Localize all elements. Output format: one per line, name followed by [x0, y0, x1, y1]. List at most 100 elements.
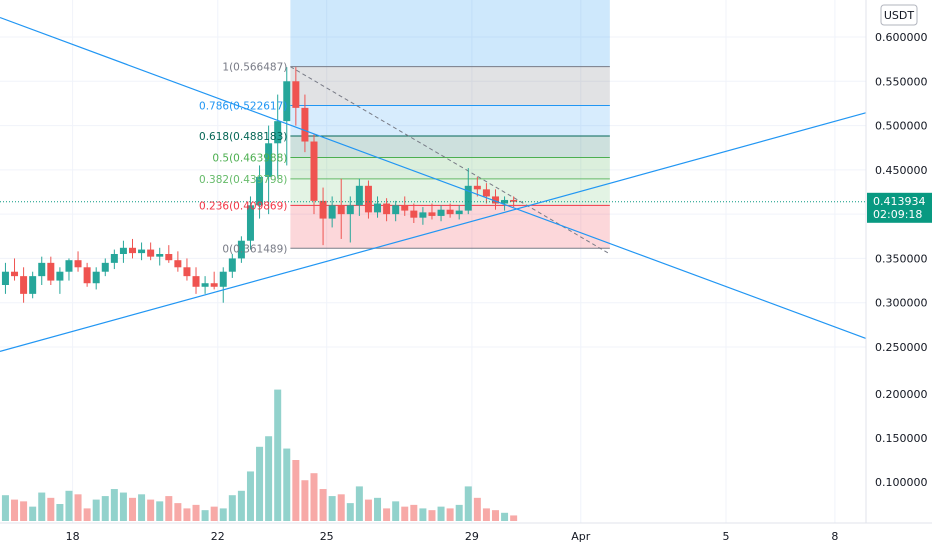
price-tick-label: 0.250000	[875, 341, 928, 354]
volume-bar	[156, 501, 164, 521]
candlesticks	[0, 67, 866, 303]
fib-level-label: 0.382(0.439798)	[199, 174, 287, 186]
candle-body	[101, 262, 109, 272]
price-tick-label: 0.450000	[875, 164, 928, 177]
volume-bar	[38, 492, 46, 521]
candle-body	[219, 271, 227, 287]
volume-bar	[401, 506, 409, 521]
fib-zone	[290, 178, 610, 206]
time-tick-labels: 18 22 25 29 Apr 5 8	[66, 530, 839, 543]
candle-body	[138, 249, 146, 254]
currency-label: USDT	[884, 9, 915, 22]
candle-body	[92, 271, 100, 284]
volume-bar	[174, 503, 182, 521]
candle-body	[210, 283, 218, 287]
price-tick-label: 0.350000	[875, 252, 928, 265]
candle-body	[183, 267, 191, 277]
volume-bar	[92, 499, 100, 521]
candle-body	[246, 205, 254, 241]
candle-body	[74, 260, 82, 268]
fibonacci-labels: 1(0.566487) 0.786(0.522617) 0.618(0.488183…	[199, 62, 287, 256]
volume-bar	[510, 515, 518, 521]
candle-body	[192, 276, 200, 287]
price-tick-label: 0.550000	[875, 75, 928, 88]
candle-body	[464, 185, 472, 211]
candle-body	[165, 254, 173, 261]
fib-level-label: 1(0.566487)	[222, 62, 287, 74]
volume-bars	[1, 389, 518, 521]
fib-level-label: 0.618(0.488183)	[199, 131, 287, 143]
volume-bar	[74, 494, 82, 521]
volume-bar	[20, 501, 28, 521]
volume-bar	[110, 489, 118, 521]
volume-tick-labels: 0.200000 0.150000 0.100000	[875, 388, 928, 489]
candle-body	[392, 205, 400, 215]
volume-bar	[491, 510, 499, 521]
time-tick-label: 5	[723, 530, 730, 543]
volume-bar	[119, 492, 127, 521]
volume-bar	[1, 495, 9, 521]
volume-bar	[464, 486, 472, 521]
time-tick-label: 18	[66, 530, 80, 543]
volume-bar	[237, 490, 245, 521]
volume-bar	[283, 448, 291, 521]
volume-bar	[192, 504, 200, 521]
price-axis[interactable]: USDT 0.600000 0.550000 0.500000 0.450000 0.4…	[865, 0, 932, 523]
fib-zone	[290, 105, 610, 137]
volume-bar	[337, 494, 345, 521]
candle-body	[1, 271, 9, 285]
candle-body	[437, 209, 445, 216]
volume-bar	[265, 436, 273, 521]
trendlines[interactable]	[0, 16, 868, 353]
time-tick-label: 29	[465, 530, 479, 543]
price-tick-label: 0.500000	[875, 120, 928, 133]
candle-body	[110, 254, 118, 263]
volume-bar	[128, 497, 136, 521]
volume-bar	[147, 499, 155, 521]
candle-body	[491, 196, 499, 204]
candle-body	[383, 203, 391, 215]
candle-body	[374, 203, 382, 213]
volume-bar	[446, 508, 454, 521]
candle-body	[482, 189, 490, 197]
candle-body	[401, 205, 409, 211]
fib-zone	[290, 136, 610, 158]
volume-bar	[428, 510, 436, 521]
volume-tick-label: 0.200000	[875, 388, 928, 401]
volume-bar	[419, 508, 427, 521]
volume-bar	[246, 471, 254, 521]
candle-body	[201, 283, 209, 287]
time-tick-label: Apr	[571, 530, 591, 543]
volume-bar	[473, 497, 481, 521]
candle-body	[56, 271, 64, 281]
fib-level-label: 0.236(0.409869)	[199, 200, 287, 212]
candle-body	[83, 267, 91, 284]
trendline-descending	[0, 16, 868, 340]
fib-zone	[290, 157, 610, 179]
candle-body	[473, 185, 481, 190]
candle-body	[256, 176, 264, 206]
candle-body	[47, 262, 55, 281]
candle-body	[428, 212, 436, 216]
candle-body	[237, 240, 245, 259]
fib-trend-line	[290, 66, 611, 255]
volume-bar	[65, 490, 73, 521]
candle-body	[20, 276, 28, 294]
volume-bar	[383, 508, 391, 521]
volume-bar	[201, 510, 209, 521]
volume-bar	[47, 497, 55, 521]
volume-bar	[83, 508, 91, 521]
time-tick-label: 25	[320, 530, 334, 543]
candle-body	[510, 199, 518, 202]
volume-bar	[392, 501, 400, 521]
volume-bar	[301, 480, 309, 521]
volume-bar	[292, 460, 300, 521]
candle-body	[319, 200, 327, 219]
currency-badge[interactable]: USDT	[880, 4, 918, 26]
candle-body	[11, 271, 19, 277]
candle-body	[156, 254, 164, 257]
volume-bar	[256, 446, 264, 521]
time-axis[interactable]: 18 22 25 29 Apr 5 8	[0, 522, 932, 550]
volume-bar	[310, 473, 318, 521]
